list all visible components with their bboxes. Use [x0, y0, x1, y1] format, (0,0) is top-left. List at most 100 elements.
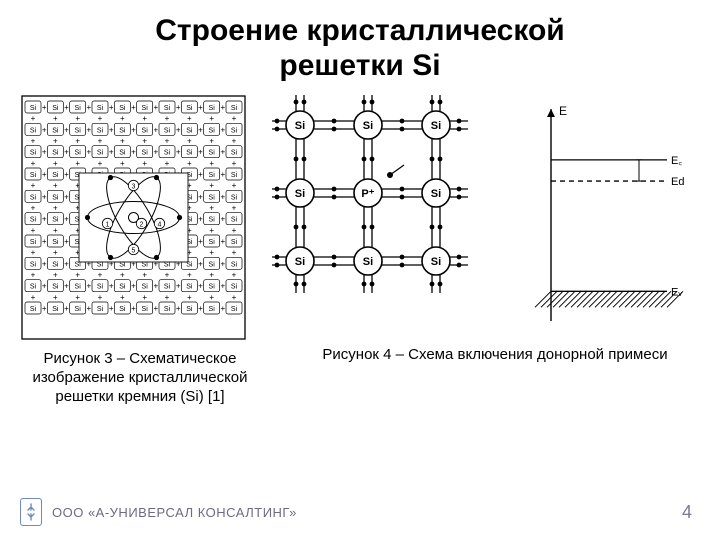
- title-line-1: Строение кристаллической: [155, 14, 564, 47]
- svg-text:+: +: [209, 204, 214, 213]
- svg-text:+: +: [31, 248, 36, 257]
- svg-text:+: +: [221, 170, 226, 179]
- svg-text:Si: Si: [231, 150, 238, 157]
- svg-text:+: +: [209, 226, 214, 235]
- svg-text:+: +: [187, 137, 192, 146]
- svg-text:+: +: [209, 137, 214, 146]
- svg-text:Si: Si: [209, 284, 216, 291]
- svg-text:Si: Si: [119, 306, 126, 313]
- svg-text:Si: Si: [52, 306, 59, 313]
- svg-text:Si: Si: [186, 127, 193, 134]
- svg-text:+: +: [120, 293, 125, 302]
- svg-text:+: +: [165, 159, 170, 168]
- svg-text:Si: Si: [209, 194, 216, 201]
- svg-text:Si: Si: [97, 105, 104, 112]
- svg-text:Si: Si: [209, 239, 216, 246]
- svg-text:+: +: [31, 137, 36, 146]
- svg-text:Si: Si: [231, 172, 238, 179]
- svg-text:+: +: [198, 237, 203, 246]
- svg-text:Si: Si: [52, 217, 59, 224]
- svg-text:Si: Si: [97, 127, 104, 134]
- svg-text:+: +: [87, 304, 92, 313]
- svg-text:+: +: [142, 114, 147, 123]
- svg-text:+: +: [64, 237, 69, 246]
- svg-text:Si: Si: [52, 127, 59, 134]
- svg-text:+: +: [75, 114, 80, 123]
- svg-text:Si: Si: [119, 127, 126, 134]
- svg-text:Si: Si: [186, 306, 193, 313]
- svg-text:+: +: [176, 148, 181, 157]
- caption-fig3: Рисунок 3 – Схематическое изображение кр…: [20, 350, 260, 406]
- svg-text:+: +: [42, 148, 47, 157]
- svg-text:+: +: [64, 148, 69, 157]
- svg-text:+: +: [75, 159, 80, 168]
- svg-text:Si: Si: [119, 284, 126, 291]
- svg-text:+: +: [98, 293, 103, 302]
- svg-text:+: +: [31, 226, 36, 235]
- svg-text:+: +: [232, 204, 237, 213]
- svg-text:Si: Si: [431, 120, 441, 132]
- svg-text:+: +: [98, 114, 103, 123]
- svg-text:Si: Si: [142, 150, 149, 157]
- svg-text:+: +: [31, 114, 36, 123]
- svg-text:Si: Si: [30, 172, 37, 179]
- svg-text:+: +: [53, 226, 58, 235]
- svg-text:+: +: [198, 259, 203, 268]
- svg-text:+: +: [42, 192, 47, 201]
- svg-text:+: +: [53, 271, 58, 280]
- svg-text:+: +: [53, 293, 58, 302]
- svg-text:+: +: [221, 215, 226, 224]
- svg-text:Si: Si: [164, 284, 171, 291]
- svg-text:+: +: [209, 248, 214, 257]
- svg-text:Si: Si: [209, 261, 216, 268]
- svg-text:P⁺: P⁺: [362, 188, 375, 200]
- svg-text:+: +: [209, 159, 214, 168]
- svg-text:+: +: [198, 125, 203, 134]
- svg-text:+: +: [221, 125, 226, 134]
- svg-text:+: +: [232, 114, 237, 123]
- figures-row: Si + + Si + + Si + + Si + + Si + + Si + + Si + + Si + + Si + + Si + S…: [0, 95, 720, 340]
- svg-text:+: +: [53, 114, 58, 123]
- svg-text:+: +: [42, 103, 47, 112]
- svg-text:+: +: [221, 148, 226, 157]
- svg-text:Si: Si: [231, 306, 238, 313]
- svg-text:+: +: [75, 271, 80, 280]
- svg-text:Si: Si: [30, 194, 37, 201]
- figure-4-network: SiSiSiSiP⁺SiSiSiSi: [272, 95, 502, 335]
- svg-text:Si: Si: [164, 306, 171, 313]
- svg-text:Si: Si: [231, 105, 238, 112]
- svg-text:+: +: [198, 215, 203, 224]
- svg-text:+: +: [232, 159, 237, 168]
- caption-fig4: Рисунок 4 – Схема включения донорной при…: [320, 346, 670, 365]
- svg-text:Si: Si: [164, 150, 171, 157]
- svg-text:Si: Si: [30, 150, 37, 157]
- svg-text:+: +: [131, 304, 136, 313]
- svg-text:+: +: [176, 304, 181, 313]
- svg-text:Si: Si: [30, 306, 37, 313]
- svg-text:+: +: [131, 125, 136, 134]
- svg-text:Si: Si: [142, 127, 149, 134]
- svg-text:+: +: [142, 159, 147, 168]
- svg-text:+: +: [109, 125, 114, 134]
- svg-text:Si: Si: [52, 172, 59, 179]
- svg-text:+: +: [109, 103, 114, 112]
- svg-text:+: +: [31, 181, 36, 190]
- svg-text:+: +: [154, 125, 159, 134]
- svg-text:+: +: [98, 271, 103, 280]
- svg-text:Si: Si: [431, 256, 441, 268]
- svg-text:+: +: [176, 282, 181, 291]
- svg-text:Si: Si: [231, 127, 238, 134]
- svg-text:Si: Si: [295, 256, 305, 268]
- svg-text:+: +: [53, 137, 58, 146]
- svg-text:1: 1: [106, 222, 110, 229]
- svg-text:Si: Si: [231, 217, 238, 224]
- svg-text:+: +: [198, 304, 203, 313]
- svg-text:Si: Si: [363, 256, 373, 268]
- svg-text:+: +: [64, 282, 69, 291]
- svg-text:Si: Si: [97, 284, 104, 291]
- svg-text:+: +: [42, 125, 47, 134]
- svg-text:+: +: [232, 293, 237, 302]
- svg-text:Si: Si: [295, 188, 305, 200]
- svg-text:3: 3: [132, 184, 136, 191]
- fig4-right-svg: EE꜀EdEᵥ: [529, 95, 699, 335]
